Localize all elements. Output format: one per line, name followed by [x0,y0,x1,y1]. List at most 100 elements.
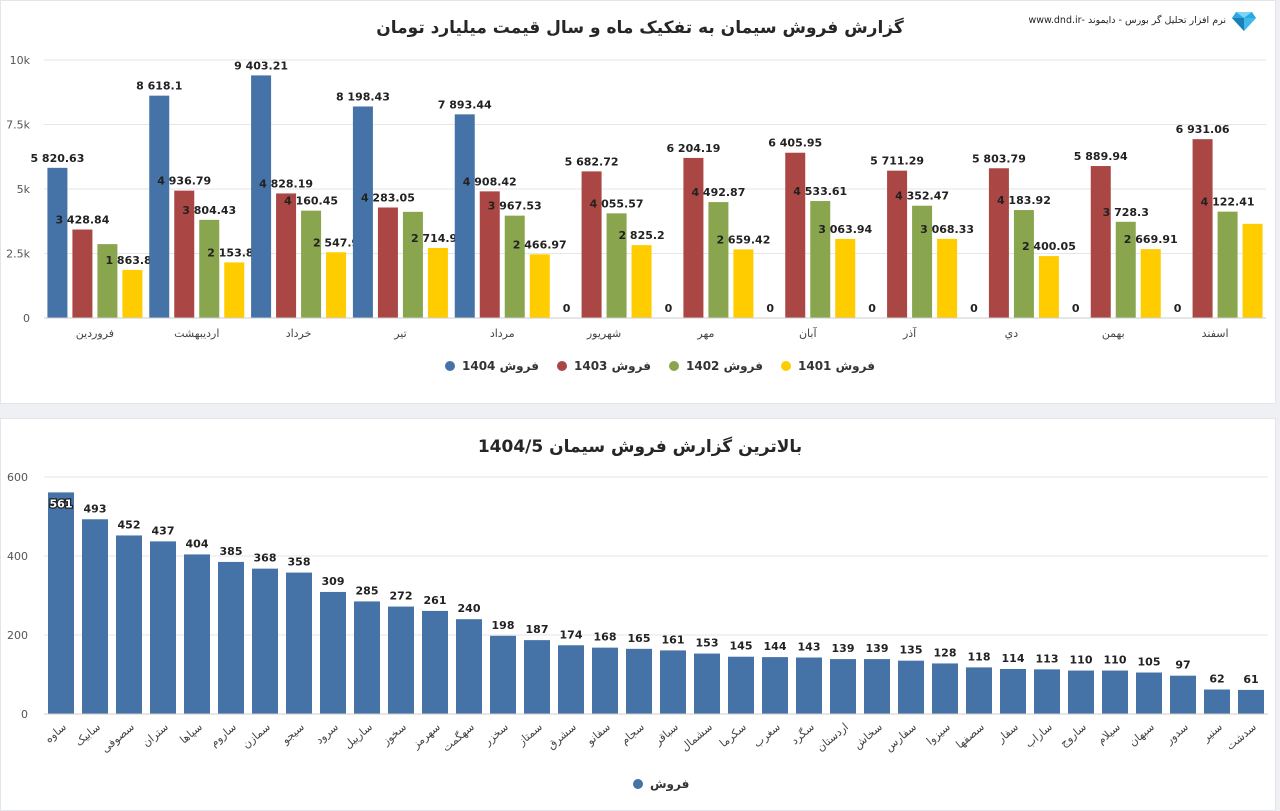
bar[interactable] [606,213,627,318]
bar[interactable] [1115,221,1136,318]
x-tick-label: سفار [994,720,1021,746]
legend-item[interactable]: فروش 1404 [445,359,539,374]
bar[interactable] [1038,256,1059,318]
bar[interactable] [1238,689,1264,714]
legend-label: فروش [650,777,689,792]
bar[interactable] [864,659,890,714]
bar[interactable] [1000,668,1026,714]
bar[interactable] [82,519,108,714]
bar[interactable] [97,244,118,318]
bar[interactable] [490,635,516,714]
data-label: 145 [730,640,753,653]
bar[interactable] [504,215,525,318]
data-label: 118 [968,650,991,663]
x-tick-label: سشرق [545,720,579,752]
bar[interactable] [48,492,74,714]
data-label: 2 547.9 [313,236,359,249]
bar[interactable] [966,667,992,714]
bar[interactable] [1204,689,1230,714]
bar[interactable] [479,191,500,318]
bar[interactable] [388,606,414,714]
bar[interactable] [762,657,788,714]
bar[interactable] [912,205,933,318]
x-tick-label: سشمال [678,720,714,754]
bar[interactable] [224,262,245,318]
bar[interactable] [785,152,806,318]
bar[interactable] [218,561,244,714]
bar[interactable] [830,659,856,714]
bar[interactable] [631,245,652,318]
bar[interactable] [592,647,618,714]
x-tick-label: سرود [313,720,341,746]
bar[interactable] [694,653,720,714]
bar[interactable] [581,171,602,318]
bar[interactable] [199,219,220,318]
bar[interactable] [1140,249,1161,318]
bar[interactable] [558,645,584,714]
bar[interactable] [988,168,1009,318]
bar[interactable] [354,601,380,714]
bar[interactable] [524,640,550,714]
legend-item[interactable]: فروش [633,777,689,792]
monthly-chart-title: گزارش فروش سیمان به تفکیک ماه و سال قیمت… [376,18,904,38]
data-label: 1 863.82 [105,254,159,267]
bar[interactable] [122,269,143,318]
bar[interactable] [708,202,729,318]
bar[interactable] [422,610,448,714]
bar[interactable] [251,75,272,318]
bar[interactable] [1090,166,1111,318]
bar[interactable] [72,229,93,318]
bar[interactable] [937,238,958,318]
bar[interactable] [796,657,822,714]
bar[interactable] [1013,210,1034,318]
bar[interactable] [898,660,924,714]
bar[interactable] [1242,223,1263,318]
legend-item[interactable]: فروش 1402 [669,359,763,374]
bar[interactable] [887,170,908,318]
bar[interactable] [932,663,958,714]
bar[interactable] [301,210,322,318]
bar[interactable] [427,247,448,318]
bar[interactable] [377,207,398,318]
bar[interactable] [286,572,312,714]
bar[interactable] [47,167,68,318]
bar[interactable] [1217,211,1238,318]
bar[interactable] [174,190,195,318]
bar[interactable] [352,106,373,319]
x-tick-label: سکرما [717,720,749,750]
brand[interactable]: نرم افزار تحلیل گر بورس - دایموند -www.d… [980,12,1270,32]
bar[interactable] [1136,672,1162,714]
bar[interactable] [1192,139,1213,318]
bar[interactable] [1102,670,1128,714]
bar[interactable] [1170,675,1196,714]
bar[interactable] [326,252,347,318]
bar[interactable] [835,238,856,318]
bar[interactable] [683,157,704,318]
data-label: 385 [220,545,243,558]
bar[interactable] [454,114,475,319]
bar[interactable] [728,656,754,714]
bar[interactable] [276,193,297,318]
bar[interactable] [810,201,831,318]
bar[interactable] [116,535,142,714]
bar[interactable] [150,541,176,714]
bar[interactable] [184,554,210,714]
legend-item[interactable]: فروش 1403 [557,359,651,374]
x-tick-label: مهر [696,327,714,340]
bar[interactable] [1034,669,1060,714]
bar[interactable] [529,254,550,318]
bar[interactable] [252,568,278,714]
bar[interactable] [733,249,754,318]
y-tick-label: 2.5k [6,248,30,261]
bar[interactable] [456,619,482,714]
legend-item[interactable]: فروش 1401 [781,359,875,374]
bar[interactable] [660,650,686,714]
bar[interactable] [1068,670,1094,714]
bar[interactable] [402,211,423,318]
data-label: 4 160.45 [284,195,338,208]
data-label: 0 [1072,302,1080,315]
bar[interactable] [320,591,346,714]
bar[interactable] [626,648,652,714]
bar[interactable] [149,95,170,319]
data-label: 198 [492,619,515,632]
